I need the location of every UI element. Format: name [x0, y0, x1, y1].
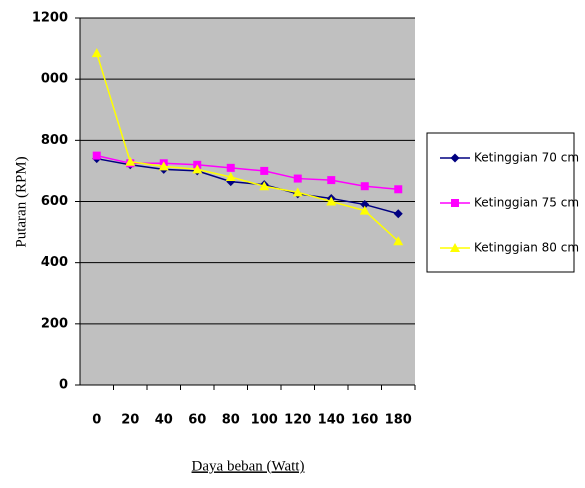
x-tick-label: 40 [155, 413, 173, 428]
marker [259, 181, 270, 191]
y-tick-label: 0 [59, 378, 68, 393]
series-line [96, 157, 399, 215]
marker [326, 196, 337, 206]
marker [158, 161, 169, 171]
marker [327, 176, 336, 185]
marker [192, 164, 203, 174]
marker [359, 205, 370, 215]
legend-marker [451, 199, 459, 207]
marker [92, 151, 101, 160]
marker [360, 200, 370, 210]
legend-marker [450, 153, 460, 163]
x-tick-label: 100 [251, 413, 278, 428]
marker [293, 174, 302, 183]
marker [393, 236, 404, 246]
x-axis-title: Daya beban (Watt) [192, 458, 305, 474]
x-tick-label: 180 [385, 413, 412, 428]
legend-marker [450, 243, 460, 252]
y-tick-label: 800 [41, 133, 68, 148]
x-tick-label: 20 [121, 413, 139, 428]
y-tick-label: 200 [41, 316, 68, 331]
series-line [96, 154, 399, 191]
x-tick-label: 0 [92, 413, 101, 428]
legend-label: Ketinggian 80 cm [474, 241, 579, 255]
x-tick-label: 140 [318, 413, 345, 428]
marker [91, 48, 102, 58]
x-tick-label: 60 [188, 413, 206, 428]
marker [260, 166, 269, 175]
x-tick-label: 160 [351, 413, 378, 428]
marker [394, 185, 403, 194]
y-tick-label: 600 [41, 194, 68, 209]
legend-label: Ketinggian 75 cm [474, 196, 579, 210]
y-tick-label: 000 [41, 72, 68, 87]
marker [393, 209, 403, 219]
series-line [96, 52, 399, 242]
y-tick-label: 400 [41, 255, 68, 270]
marker [125, 156, 136, 166]
x-tick-label: 120 [284, 413, 311, 428]
marker [225, 172, 236, 182]
legend-label: Ketinggian 70 cm [474, 151, 579, 165]
y-tick-label: 1200 [32, 11, 68, 26]
marker [360, 182, 369, 191]
y-axis-title: Putaran (RPM) [13, 156, 29, 247]
marker [292, 187, 303, 197]
marker [226, 163, 235, 172]
x-tick-label: 80 [222, 413, 240, 428]
